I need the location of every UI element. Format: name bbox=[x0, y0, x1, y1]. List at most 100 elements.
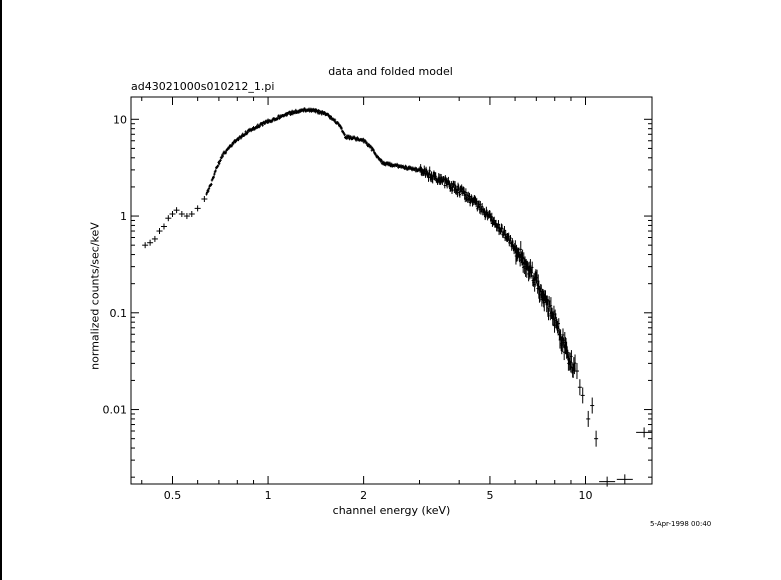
data-point bbox=[443, 182, 446, 189]
data-point bbox=[458, 191, 462, 198]
data-point bbox=[424, 172, 427, 178]
data-point bbox=[529, 259, 532, 274]
data-point bbox=[232, 141, 235, 145]
data-point bbox=[211, 177, 214, 181]
data-point bbox=[377, 156, 380, 160]
data-point bbox=[256, 123, 260, 127]
data-point bbox=[216, 164, 220, 168]
data-point bbox=[142, 242, 149, 249]
data-point bbox=[207, 189, 210, 193]
data-point bbox=[372, 148, 375, 152]
data-point bbox=[337, 122, 340, 126]
data-point bbox=[246, 131, 249, 135]
data-point bbox=[219, 158, 222, 162]
data-point bbox=[207, 187, 211, 191]
data-point bbox=[339, 124, 342, 128]
data-point bbox=[160, 223, 167, 230]
data-point bbox=[561, 328, 565, 342]
data-point bbox=[480, 202, 484, 211]
data-point bbox=[188, 210, 195, 217]
data-point bbox=[220, 156, 223, 160]
data-point bbox=[156, 228, 163, 235]
data-point bbox=[147, 239, 154, 246]
chart-title: data and folded model bbox=[328, 65, 453, 78]
data-point bbox=[543, 293, 546, 312]
data-points bbox=[142, 107, 653, 487]
data-point bbox=[404, 165, 408, 169]
data-point bbox=[415, 167, 418, 171]
x-tick-label: 5 bbox=[486, 489, 493, 502]
data-point bbox=[218, 162, 221, 166]
data-point bbox=[276, 117, 279, 121]
timestamp-label: 5-Apr-1998 00:40 bbox=[650, 520, 712, 528]
data-point bbox=[573, 354, 577, 372]
data-point bbox=[213, 172, 216, 176]
data-point bbox=[570, 350, 573, 363]
data-point bbox=[509, 235, 512, 242]
data-point bbox=[557, 318, 560, 329]
data-point bbox=[237, 138, 240, 142]
y-tick-label: 1 bbox=[120, 210, 127, 223]
data-point bbox=[547, 296, 551, 306]
data-point bbox=[577, 379, 582, 396]
data-point bbox=[347, 134, 351, 138]
data-point bbox=[205, 192, 208, 196]
data-point bbox=[340, 126, 343, 130]
data-point bbox=[178, 210, 185, 217]
data-point bbox=[590, 397, 595, 414]
data-point bbox=[507, 232, 510, 240]
data-point bbox=[294, 108, 298, 112]
data-point bbox=[547, 307, 550, 321]
window-left-border bbox=[0, 0, 2, 580]
data-point bbox=[349, 135, 352, 139]
data-point bbox=[388, 161, 392, 165]
data-point bbox=[490, 212, 494, 221]
data-point bbox=[517, 247, 521, 258]
data-point bbox=[210, 182, 213, 186]
data-point bbox=[224, 151, 228, 155]
data-point bbox=[333, 118, 337, 122]
x-tick-label: 0.5 bbox=[164, 489, 182, 502]
data-point bbox=[616, 474, 633, 485]
data-point bbox=[194, 205, 201, 212]
data-point bbox=[343, 133, 346, 137]
data-point bbox=[380, 158, 383, 162]
data-point bbox=[580, 387, 585, 404]
data-point bbox=[599, 476, 616, 487]
data-point bbox=[221, 154, 225, 158]
data-point bbox=[183, 213, 190, 220]
data-point bbox=[384, 163, 387, 167]
data-point bbox=[317, 109, 320, 113]
data-point bbox=[201, 196, 208, 203]
data-point bbox=[479, 200, 482, 209]
data-point bbox=[457, 184, 460, 192]
data-point bbox=[453, 181, 457, 190]
data-point bbox=[636, 427, 653, 438]
data-point bbox=[258, 124, 261, 128]
file-name-label: ad43021000s010212_1.pi bbox=[131, 80, 275, 93]
data-point bbox=[362, 137, 365, 141]
data-point bbox=[559, 329, 562, 341]
data-point bbox=[169, 210, 176, 217]
data-point bbox=[239, 136, 243, 140]
data-point bbox=[151, 235, 158, 242]
data-point bbox=[261, 123, 264, 127]
x-axis-label: channel energy (keV) bbox=[332, 504, 451, 517]
data-point bbox=[586, 410, 591, 427]
data-point bbox=[365, 141, 369, 145]
data-point bbox=[531, 261, 534, 274]
x-tick-label: 1 bbox=[265, 489, 272, 502]
y-tick-label: 10 bbox=[113, 113, 127, 126]
data-point bbox=[500, 224, 504, 233]
data-point bbox=[428, 166, 431, 176]
y-tick-label: 0.01 bbox=[103, 404, 128, 417]
data-point bbox=[594, 430, 599, 447]
y-tick-label: 0.1 bbox=[110, 307, 128, 320]
data-point bbox=[230, 144, 234, 148]
data-point bbox=[303, 107, 307, 111]
data-point bbox=[327, 113, 330, 117]
data-point bbox=[244, 130, 247, 134]
data-point bbox=[214, 169, 217, 173]
data-point bbox=[285, 113, 288, 117]
